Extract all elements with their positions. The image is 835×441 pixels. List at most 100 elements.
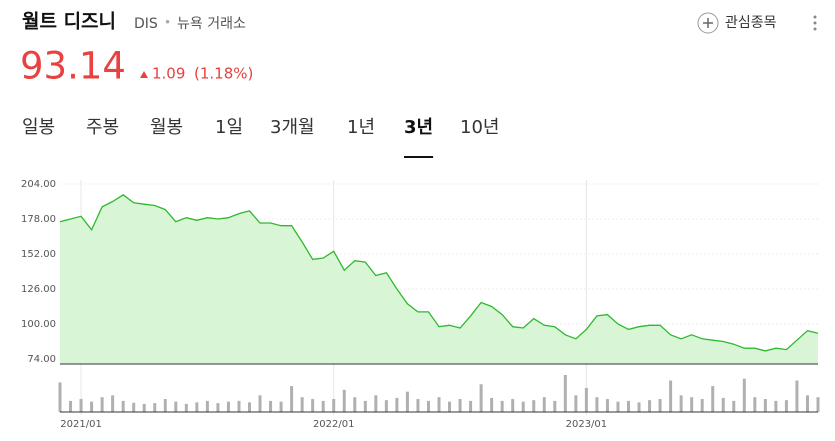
plus-sign: [703, 18, 713, 28]
x-tick-label: 2023/01: [566, 419, 608, 430]
volume-bar: [690, 397, 694, 412]
y-tick-label: 152.00: [21, 249, 56, 260]
x-tick-label: 2022/01: [313, 419, 355, 430]
volume-bar: [300, 397, 304, 412]
volume-bar: [627, 400, 630, 412]
volume-bar: [500, 400, 504, 412]
volume-bar: [111, 395, 115, 412]
change: 1.09: [152, 65, 185, 83]
volume-bar: [648, 400, 652, 412]
volume-bar: [753, 397, 757, 412]
volume-bar: [542, 397, 546, 412]
volume-bar: [353, 397, 357, 412]
volume-bar: [174, 401, 178, 412]
volume-bar: [637, 402, 641, 412]
volume-bar: [269, 400, 273, 412]
separator: •: [164, 16, 171, 30]
volume-bar: [205, 400, 209, 412]
volume-bar: [132, 402, 136, 412]
volume-bar: [332, 399, 336, 412]
price-area: [60, 194, 818, 364]
dot: [813, 15, 817, 19]
dot: [813, 27, 817, 31]
tab[interactable]: 3개월: [270, 117, 315, 138]
volume-bar: [795, 380, 799, 412]
volume-bar: [437, 397, 441, 412]
tab[interactable]: 1년: [347, 117, 375, 138]
volume-bar: [90, 401, 94, 412]
stock-name: 월트 디즈니: [22, 11, 116, 33]
volume-bar: [58, 382, 62, 412]
volume-bar: [563, 375, 567, 412]
ticker: DIS: [134, 16, 158, 32]
tab[interactable]: 10년: [460, 117, 499, 138]
volume-bar: [69, 400, 73, 412]
exchange: 뉴욕 거래소: [177, 16, 246, 32]
tab[interactable]: 일봉: [22, 117, 55, 138]
volume-bar: [616, 401, 620, 412]
volume-bar: [405, 391, 409, 412]
price-chart: 204.00 178.00 152.00 126.00 100.00 74.00 2021/…: [21, 179, 820, 430]
up-arrow: [140, 71, 148, 78]
volume-bar: [721, 397, 725, 412]
volume-bar: [121, 400, 125, 412]
more-menu[interactable]: [813, 15, 817, 31]
volume-bar: [742, 378, 746, 412]
volume-bar: [605, 399, 609, 412]
x-tick-label: 2021/01: [60, 419, 102, 430]
volume-bar: [184, 403, 188, 412]
volume-bar: [363, 400, 367, 412]
volume-bar: [732, 400, 736, 412]
tab[interactable]: 3년: [404, 117, 433, 138]
volume-bar: [669, 380, 673, 412]
y-tick-label: 204.00: [21, 179, 56, 190]
volume-bar: [700, 399, 704, 412]
price-line: [59, 194, 819, 352]
change-percent: (1.18%): [194, 65, 253, 83]
volume-bar: [448, 401, 452, 412]
volume-bar: [237, 400, 241, 412]
volume-bar: [384, 400, 388, 412]
volume-bar: [479, 384, 483, 412]
volume-bar: [195, 402, 199, 412]
volume-bar: [784, 400, 788, 412]
volume-bar: [679, 395, 683, 412]
volume-bar: [311, 399, 315, 412]
volume-bar: [805, 395, 809, 412]
volume-bar: [374, 395, 378, 412]
volume-bar: [553, 400, 557, 412]
volume-bar: [100, 397, 104, 412]
watch-label[interactable]: 관심종목: [725, 15, 777, 31]
volume-bar: [416, 399, 420, 412]
volume-bar: [458, 399, 462, 412]
volume-bar: [521, 401, 525, 412]
volume-bar: [469, 400, 473, 412]
volume-bar: [658, 399, 662, 412]
plus-icon: [697, 12, 719, 34]
tab[interactable]: 월봉: [150, 117, 183, 138]
dot: [813, 21, 817, 25]
volume-bar: [279, 401, 283, 412]
volume-bar: [163, 399, 167, 412]
volume-bar: [258, 395, 262, 412]
volume-bar: [248, 402, 251, 412]
volume-bar: [584, 387, 588, 412]
volume-bar: [774, 400, 778, 412]
volume-bar: [574, 395, 578, 412]
y-tick-label: 126.00: [21, 284, 56, 295]
volume-bar: [490, 397, 494, 412]
volume-bar: [79, 399, 83, 412]
y-tick-label: 74.00: [27, 354, 56, 365]
volume-bar: [816, 397, 820, 412]
watch-button[interactable]: 관심종목: [697, 12, 777, 34]
tab[interactable]: 주봉: [86, 117, 119, 138]
volume-bar: [216, 403, 220, 412]
y-tick-label: 178.00: [21, 214, 56, 225]
volume-bar: [226, 401, 230, 412]
tab[interactable]: 1일: [215, 117, 243, 138]
price: 93.14: [20, 45, 126, 88]
tab-bar: 일봉 주봉 월봉 1일 3개월 1년 3년 10년: [22, 117, 499, 158]
volume-bar: [595, 397, 599, 412]
volume-bar: [511, 399, 515, 412]
